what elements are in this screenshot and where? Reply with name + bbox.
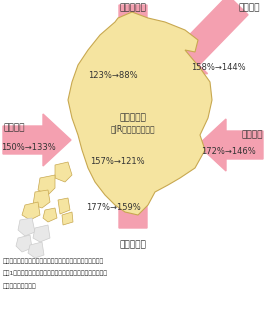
Polygon shape <box>22 202 40 220</box>
Text: 京都方面: 京都方面 <box>238 3 260 12</box>
Text: （JR大阪環状線内）: （JR大阪環状線内） <box>111 126 155 134</box>
Text: 神戸方面: 神戸方面 <box>3 123 24 132</box>
FancyArrow shape <box>3 114 71 166</box>
Text: 123%→88%: 123%→88% <box>88 72 138 81</box>
Polygon shape <box>33 190 50 208</box>
Polygon shape <box>28 242 44 258</box>
Text: 北大阪方面: 北大阪方面 <box>120 3 147 12</box>
Polygon shape <box>55 162 72 182</box>
FancyArrow shape <box>168 0 248 77</box>
FancyArrow shape <box>107 130 159 228</box>
Polygon shape <box>62 212 73 225</box>
Text: 奈良方面: 奈良方面 <box>241 131 263 140</box>
Polygon shape <box>38 175 55 195</box>
Text: 177%→159%: 177%→159% <box>86 203 140 212</box>
FancyArrow shape <box>198 119 263 171</box>
FancyArrow shape <box>112 130 154 185</box>
Polygon shape <box>68 12 212 215</box>
Polygon shape <box>33 225 50 242</box>
Text: 172%→146%: 172%→146% <box>201 147 255 156</box>
Text: 和歌山方面: 和歌山方面 <box>120 240 147 249</box>
Polygon shape <box>43 208 57 222</box>
FancyArrow shape <box>107 5 159 113</box>
Polygon shape <box>18 218 35 236</box>
Polygon shape <box>16 235 32 252</box>
Text: 資料：都市交通年報: 資料：都市交通年報 <box>3 283 37 289</box>
Text: 158%→144%: 158%→144% <box>191 63 245 72</box>
Text: 注）大阪市界を通る鉄道路線を対象に、最混雑区間の最混雑: 注）大阪市界を通る鉄道路線を対象に、最混雑区間の最混雑 <box>3 258 104 264</box>
Text: 1時間あたりの輸送量と輸送力を合算して算出している。: 1時間あたりの輸送量と輸送力を合算して算出している。 <box>3 270 108 276</box>
Text: 157%→121%: 157%→121% <box>90 157 144 166</box>
Text: 150%→133%: 150%→133% <box>1 143 55 152</box>
Polygon shape <box>58 198 70 214</box>
Text: 大阪都心部: 大阪都心部 <box>120 114 147 123</box>
